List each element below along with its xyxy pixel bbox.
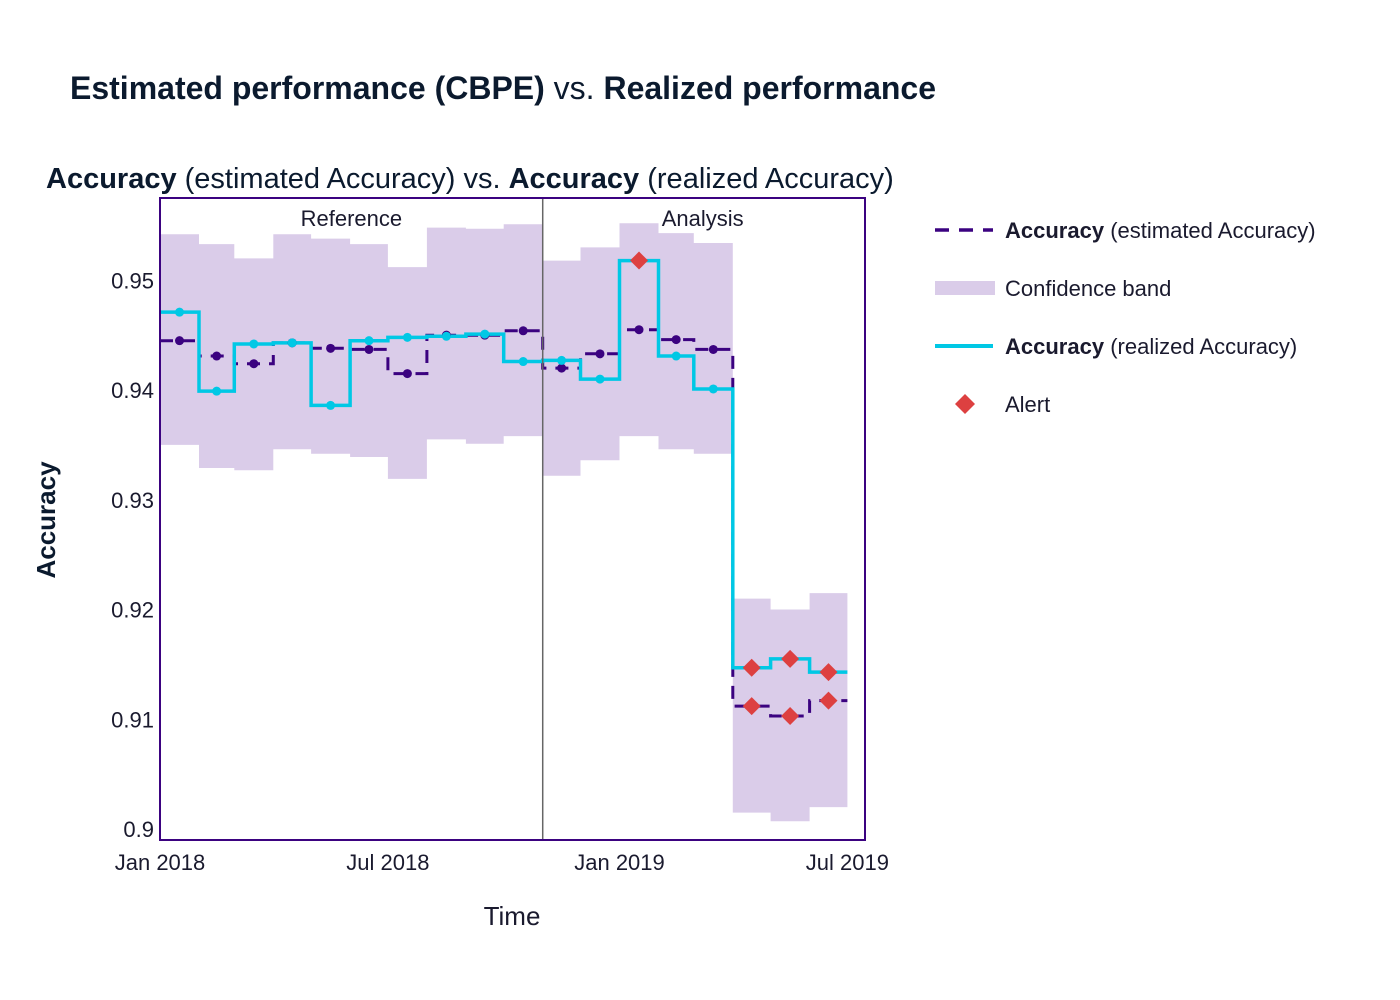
confidence-band <box>160 223 848 822</box>
chart-title-part2: vs. <box>545 70 604 106</box>
legend-swatch-alert <box>955 394 975 414</box>
x-tick-label-0: Jan 2018 <box>115 850 206 875</box>
legend-label-alert: Alert <box>1005 392 1050 417</box>
chart-subtitle: Accuracy (estimated Accuracy) vs. Accura… <box>46 163 894 195</box>
legend-label-estimated: Accuracy (estimated Accuracy) <box>1005 218 1316 243</box>
alert-realized-16 <box>781 649 800 668</box>
y-tick-label-5: 0.95 <box>111 268 154 293</box>
chart-subtitle-part1: Accuracy <box>46 163 177 195</box>
x-tick-label-3: Jul 2019 <box>806 850 889 875</box>
estimated-point-0 <box>175 336 185 346</box>
legend-swatch-band <box>935 281 995 295</box>
realized-point-8 <box>480 329 490 339</box>
x-tick-label-1: Jul 2018 <box>346 850 429 875</box>
realized-point-5 <box>364 336 374 346</box>
y-tick-label-0: 0.9 <box>123 817 154 842</box>
period-label-reference: Reference <box>301 206 403 231</box>
estimated-point-12 <box>634 325 644 335</box>
legend-label-band: Confidence band <box>1005 276 1171 301</box>
realized-point-11 <box>595 374 605 384</box>
axes: 0.9 0.91 0.92 0.93 0.94 0.95 Jan 2018 Jul 2018 J… <box>111 197 889 875</box>
y-tick-label-3: 0.93 <box>111 488 154 513</box>
realized-point-9 <box>518 357 528 367</box>
estimated-point-4 <box>326 343 336 353</box>
estimated-point-10 <box>557 363 567 373</box>
y-tick-label-2: 0.92 <box>111 598 154 623</box>
realized-point-7 <box>441 331 451 341</box>
y-tick-label-4: 0.94 <box>111 378 154 403</box>
chart-title: Estimated performance (CBPE) vs. Realize… <box>70 70 936 106</box>
realized-point-14 <box>708 384 718 394</box>
estimated-point-13 <box>671 335 681 345</box>
realized-point-2 <box>249 339 259 349</box>
alert-estimated-16 <box>781 706 800 725</box>
realized-series-line <box>160 258 848 674</box>
plot-frame <box>159 197 866 841</box>
estimated-point-9 <box>518 326 528 336</box>
realized-point-0 <box>175 307 185 317</box>
y-tick-label-1: 0.91 <box>111 707 154 732</box>
alert-realized-12 <box>630 251 649 270</box>
plot-area: Reference Analysis <box>160 198 848 840</box>
period-label-analysis: Analysis <box>662 206 744 231</box>
legend-label-realized-text: (realized Accuracy) <box>1104 334 1297 359</box>
estimated-point-5 <box>364 344 374 354</box>
chart-subtitle-part4: (realized Accuracy) <box>639 163 894 195</box>
x-axis-title: Time <box>484 901 541 931</box>
legend-label-band-text: Confidence band <box>1005 276 1171 301</box>
legend-label-realized-bold: Accuracy <box>1005 334 1105 359</box>
estimated-point-1 <box>212 351 222 361</box>
realized-point-10 <box>557 355 567 365</box>
x-tick-label-2: Jan 2019 <box>574 850 665 875</box>
alert-estimated-15 <box>742 697 761 716</box>
estimated-point-2 <box>249 359 259 369</box>
chart-title-part1: Estimated performance (CBPE) <box>70 70 545 106</box>
legend-label-estimated-text: (estimated Accuracy) <box>1104 218 1316 243</box>
chart-subtitle-part3: Accuracy <box>509 163 640 195</box>
chart-subtitle-part2: (estimated Accuracy) vs. <box>177 163 509 195</box>
y-axis-title: Accuracy <box>31 461 61 579</box>
realized-point-4 <box>326 400 336 410</box>
legend-label-estimated-bold: Accuracy <box>1005 218 1105 243</box>
alert-realized-15 <box>742 658 761 677</box>
estimated-point-11 <box>595 349 605 359</box>
estimated-point-6 <box>402 369 412 379</box>
legend: Accuracy (estimated Accuracy) Confidence … <box>935 218 1316 417</box>
estimated-point-14 <box>708 344 718 354</box>
realized-point-13 <box>671 351 681 361</box>
alert-estimated-17 <box>819 691 838 710</box>
realized-point-1 <box>212 386 222 396</box>
legend-label-realized: Accuracy (realized Accuracy) <box>1005 334 1297 359</box>
legend-label-alert-text: Alert <box>1005 392 1050 417</box>
realized-point-6 <box>402 332 412 342</box>
alert-realized-17 <box>819 663 838 682</box>
realized-point-3 <box>287 338 297 348</box>
chart-title-part3: Realized performance <box>603 70 936 106</box>
